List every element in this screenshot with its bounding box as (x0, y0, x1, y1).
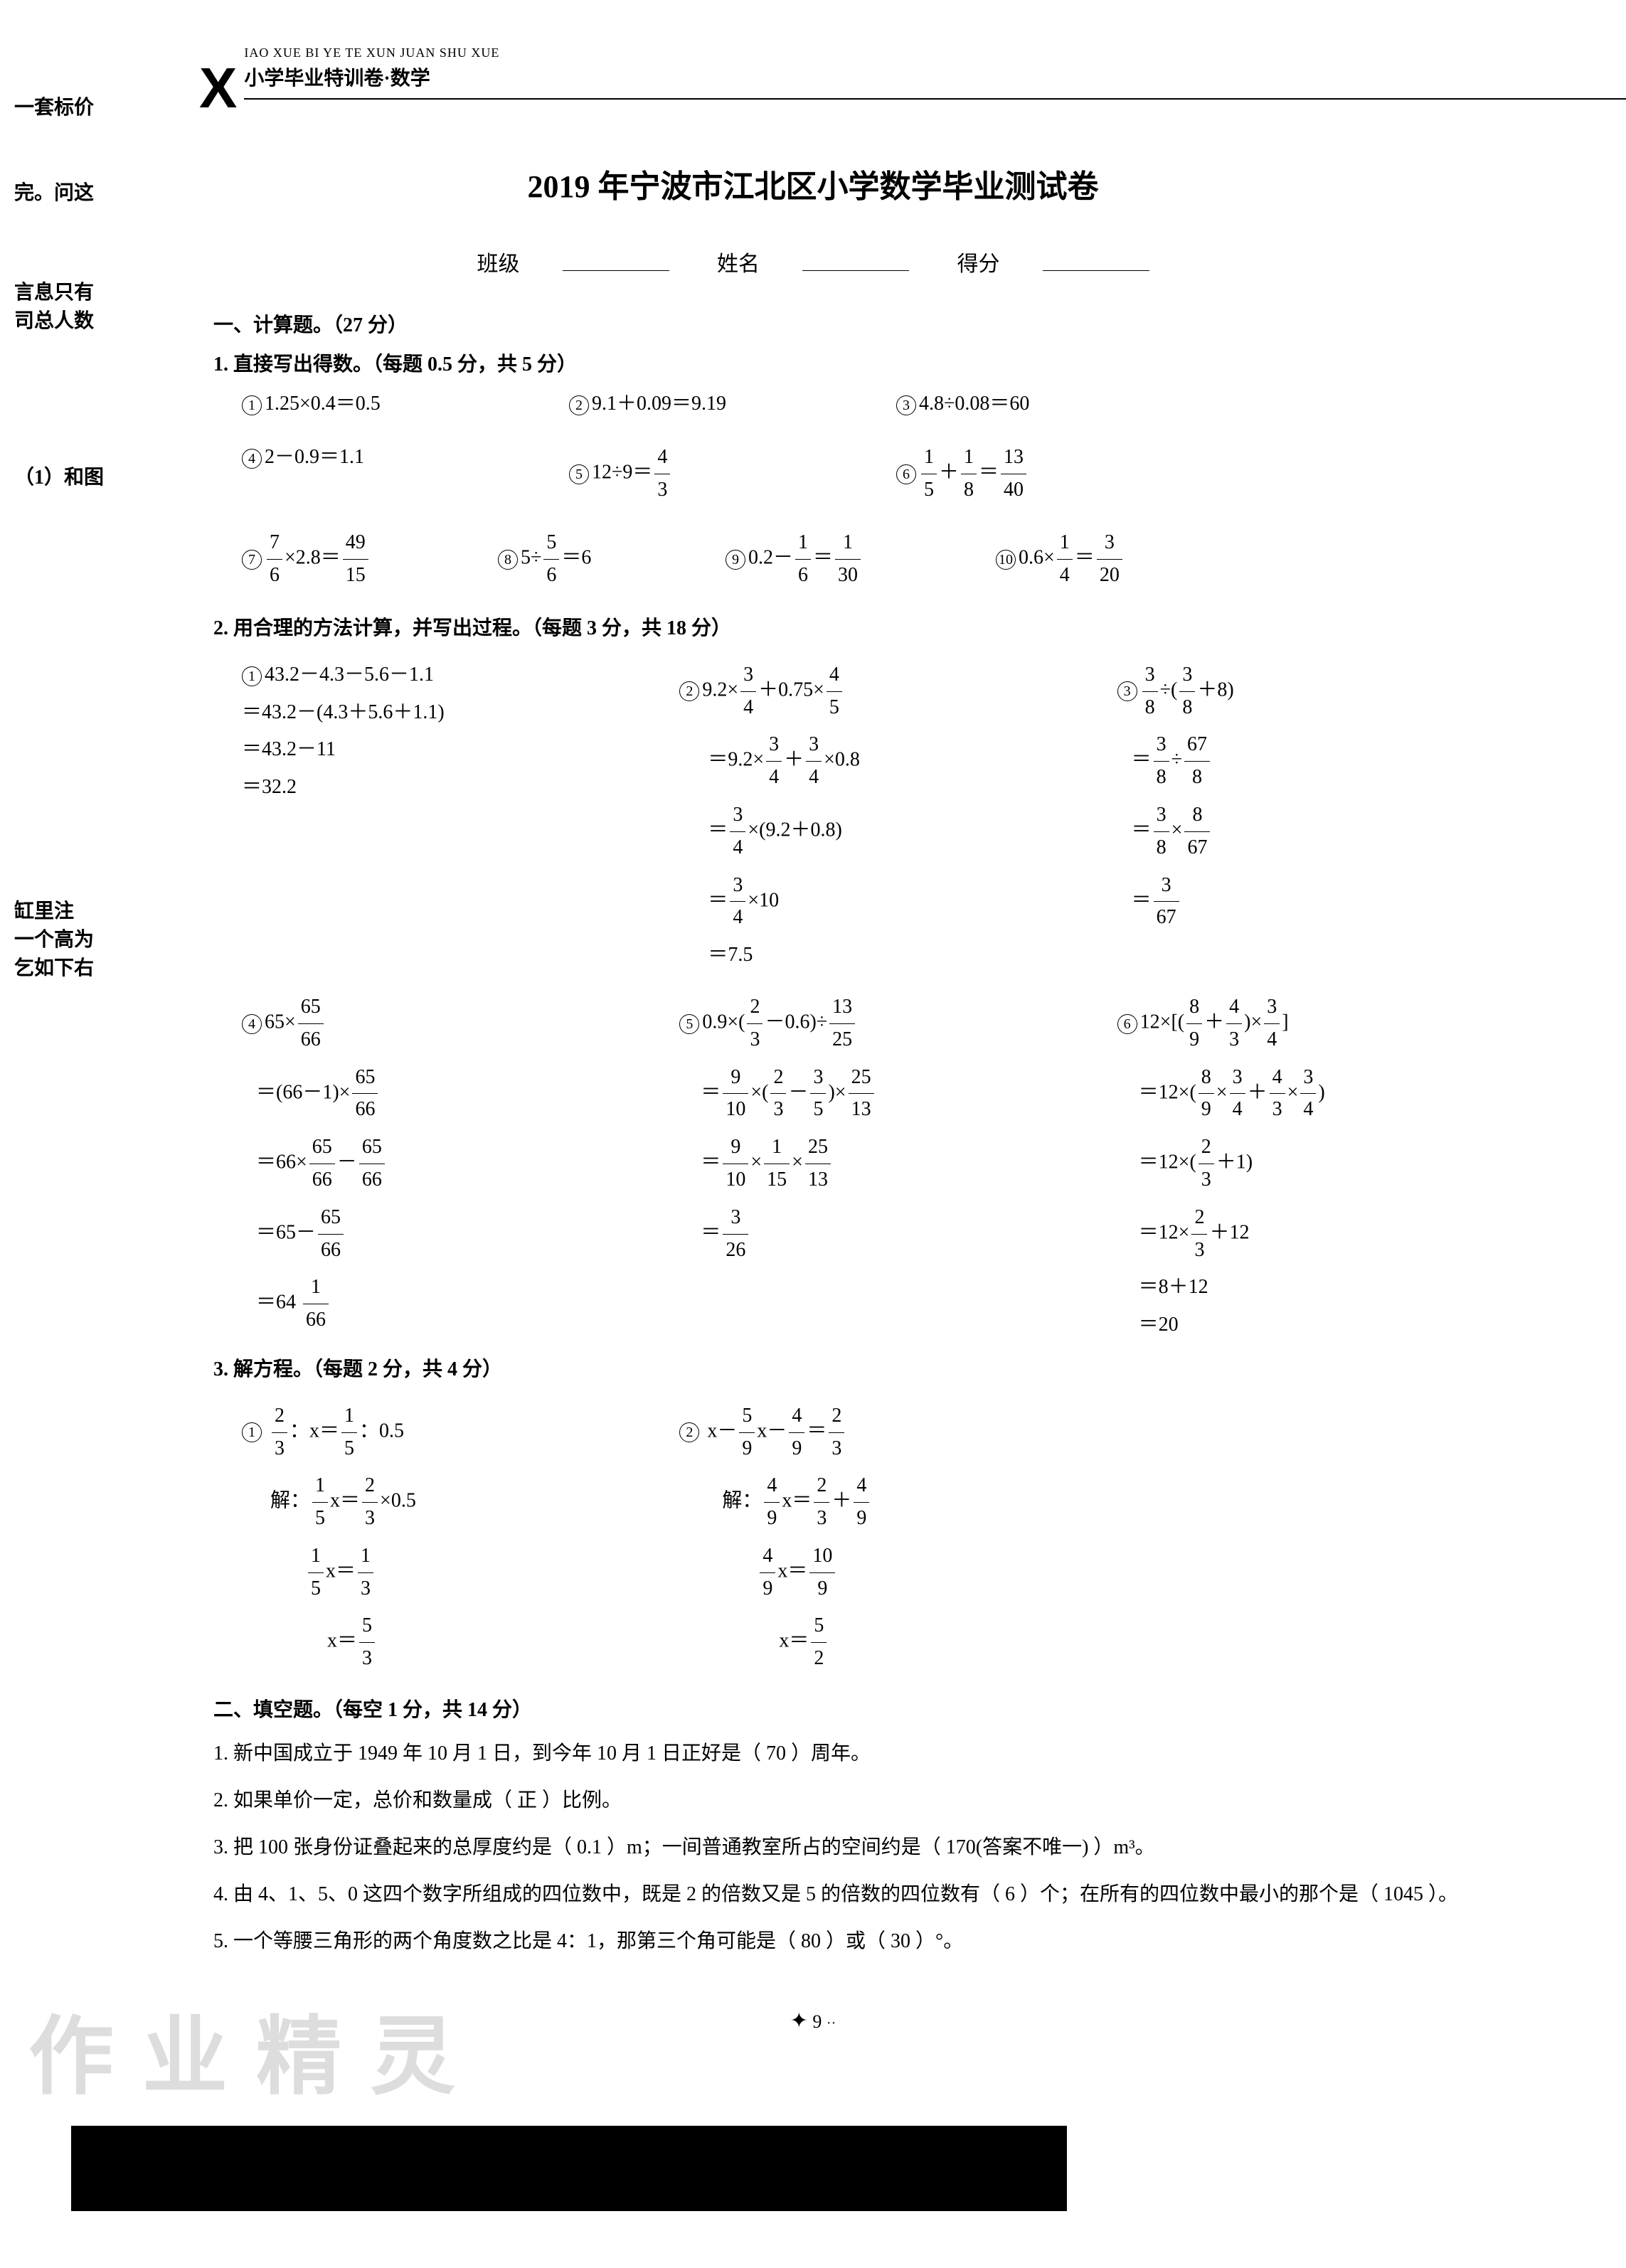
header: X IAO XUE BI YE TE XUN JUAN SHU XUE 小学毕业… (199, 43, 1555, 134)
q3-title: 3. 解方程。（每题 2 分，共 4 分） (213, 1354, 1555, 1386)
name-label: 姓名 (717, 252, 760, 276)
s2-q3: 3. 把 100 张身份证叠起来的总厚度约是（ 0.1 ）m；一间普通教室所占的… (213, 1828, 1555, 1868)
footer-bar (71, 2126, 1067, 2211)
header-pinyin: IAO XUE BI YE TE XUN JUAN SHU XUE (244, 43, 1626, 63)
section-2-title: 二、填空题。（每空 1 分，共 14 分） (213, 1695, 1555, 1727)
page-number: ✦ 9 ·· (71, 2004, 1555, 2038)
margin-text-1: 一套标价 (14, 92, 94, 124)
margin-text-3: 言息只有 (14, 277, 94, 309)
margin-text-7: 一个高为 (14, 925, 94, 957)
q2-title: 2. 用合理的方法计算，并写出过程。（每题 3 分，共 18 分） (213, 613, 1555, 645)
main-title: 2019 年宁波市江北区小学数学毕业测试卷 (71, 162, 1555, 212)
book-title: 小学毕业特训卷·数学 (244, 63, 1626, 100)
s2-q1: 1. 新中国成立于 1949 年 10 月 1 日，到今年 10 月 1 日正好… (213, 1734, 1555, 1774)
q1-answers: 11.25×0.4＝0.5 29.1＋0.09＝9.19 34.8÷0.08＝6… (242, 388, 1555, 435)
q1-title: 1. 直接写出得数。（每题 0.5 分，共 5 分） (213, 349, 1555, 381)
x-logo: X (199, 43, 237, 134)
margin-text-4: 司总人数 (14, 306, 94, 338)
s2-q2: 2. 如果单价一定，总价和数量成（ 正 ）比例。 (213, 1781, 1555, 1821)
content: 一、计算题。（27 分） 1. 直接写出得数。（每题 0.5 分，共 5 分） … (213, 310, 1555, 1961)
q2-row1: 143.2－4.3－5.6－1.1 ＝43.2－(4.3＋5.6＋1.1) ＝4… (242, 659, 1555, 977)
s2-q5: 5. 一个等腰三角形的两个角度数之比是 4：1，那第三个角可能是（ 80 ）或（… (213, 1922, 1555, 1961)
q2-row2: 465×6566 ＝(66－1)×6566 ＝66×6566－6566 ＝65－… (242, 991, 1555, 1347)
score-label: 得分 (957, 252, 1000, 276)
form-line: 班级 姓名 得分 (71, 247, 1555, 282)
class-label: 班级 (477, 252, 520, 276)
q3-equations: 1 23：x＝15：0.5 解：15x＝23×0.5 15x＝13 x＝53 2… (242, 1400, 1555, 1681)
margin-text-2: 完。问这 (14, 178, 94, 210)
margin-text-8: 乞如下右 (14, 953, 94, 985)
section-1-title: 一、计算题。（27 分） (213, 310, 1555, 342)
s2-q4: 4. 由 4、1、5、0 这四个数字所组成的四位数中，既是 2 的倍数又是 5 … (213, 1875, 1555, 1915)
margin-text-5: （1）和图 (14, 462, 104, 494)
margin-text-6: 缸里注 (14, 896, 74, 928)
